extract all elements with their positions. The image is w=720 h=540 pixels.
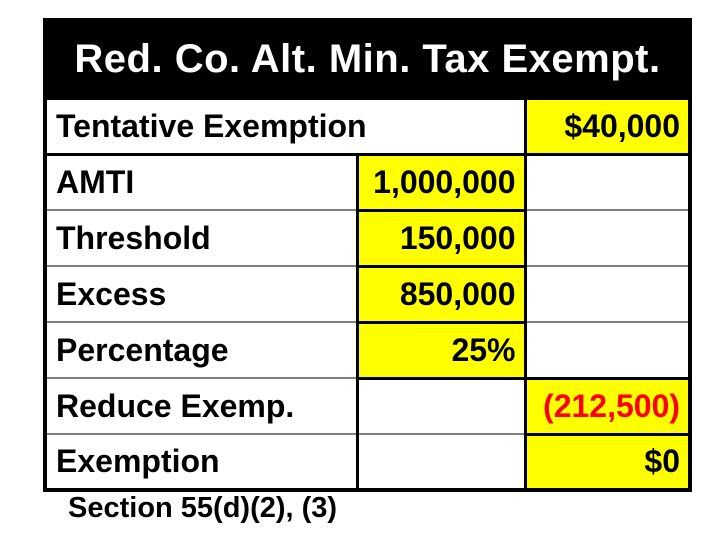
- row-value-threshold-right: [523, 209, 692, 267]
- table-header-row: Red. Co. Alt. Min. Tax Exempt.: [43, 18, 692, 100]
- table-row: Percentage 25%: [44, 320, 692, 380]
- table-row: Exemption $0: [44, 432, 692, 492]
- row-label-threshold: Threshold: [44, 209, 358, 267]
- row-value-threshold: 150,000: [355, 208, 527, 268]
- row-value-percentage: 25%: [355, 320, 527, 380]
- row-value-reduce-exemption-middle: [355, 377, 526, 435]
- row-value-reduce-exemption: (212,500): [523, 376, 692, 436]
- row-value-excess-right: [523, 265, 692, 323]
- table-row: Threshold 150,000: [44, 208, 692, 268]
- row-value-excess: 850,000: [355, 264, 527, 324]
- row-label-tentative-exemption: Tentative Exemption: [44, 96, 526, 156]
- tax-exemption-table: Red. Co. Alt. Min. Tax Exempt. Tentative…: [43, 18, 693, 492]
- row-value-amti: 1,000,000: [355, 152, 527, 212]
- table-title: Red. Co. Alt. Min. Tax Exempt.: [43, 18, 692, 100]
- table-row: Tentative Exemption $40,000: [44, 96, 692, 156]
- row-value-exemption: $0: [523, 432, 692, 492]
- row-value-tentative-exemption: $40,000: [523, 96, 692, 156]
- row-label-percentage: Percentage: [44, 321, 358, 379]
- row-value-exemption-middle: [355, 433, 526, 491]
- table-row: AMTI 1,000,000: [44, 152, 692, 212]
- row-label-reduce-exemption: Reduce Exemp.: [44, 377, 358, 435]
- footnote: Section 55(d)(2), (3): [68, 492, 338, 524]
- row-label-exemption: Exemption: [44, 433, 358, 491]
- table-row: Excess 850,000: [44, 264, 692, 324]
- row-label-amti: AMTI: [44, 153, 358, 211]
- row-value-percentage-right: [523, 321, 692, 379]
- row-label-excess: Excess: [44, 265, 358, 323]
- row-value-amti-right: [523, 153, 692, 211]
- table-row: Reduce Exemp. (212,500): [44, 376, 692, 436]
